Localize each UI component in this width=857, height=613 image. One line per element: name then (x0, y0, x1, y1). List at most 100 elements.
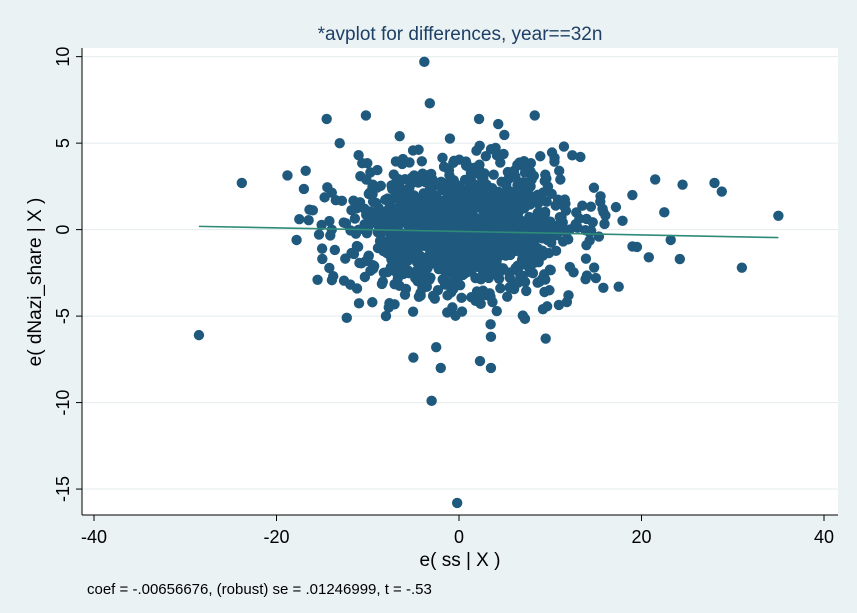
data-point (322, 182, 333, 193)
data-point (394, 131, 405, 142)
data-point (444, 133, 456, 144)
data-point (643, 252, 654, 263)
data-point (456, 253, 467, 265)
data-point (466, 291, 477, 303)
data-point (324, 262, 335, 274)
data-point (588, 182, 600, 193)
data-point (535, 151, 546, 162)
data-point (528, 170, 540, 182)
data-point (541, 173, 552, 184)
data-point (291, 234, 302, 246)
data-point (460, 203, 471, 214)
data-point (471, 145, 482, 156)
data-point (363, 251, 374, 263)
data-point (631, 241, 643, 253)
data-point (460, 244, 471, 255)
data-point (423, 169, 434, 181)
axes: -15 -10 -5 0 5 10 -40 -20 0 20 40 (53, 47, 838, 547)
data-point (388, 210, 399, 221)
data-point (521, 242, 533, 253)
data-point (540, 333, 551, 344)
data-point (350, 228, 362, 239)
data-point (376, 278, 388, 290)
x-tick-label: -20 (263, 527, 289, 547)
data-point (490, 203, 501, 214)
data-point (406, 174, 417, 185)
data-point (298, 183, 310, 195)
data-point (426, 395, 437, 407)
data-point (473, 231, 484, 242)
data-point (417, 282, 428, 294)
data-point (581, 239, 592, 251)
x-tick-label: 0 (454, 527, 464, 547)
data-point (448, 283, 459, 295)
data-point (419, 56, 430, 68)
data-point (585, 201, 597, 212)
data-point (451, 497, 463, 509)
data-point (716, 186, 727, 197)
data-point (236, 177, 248, 189)
data-point (488, 169, 499, 180)
data-point (407, 145, 419, 156)
data-point (372, 164, 383, 176)
data-point (490, 142, 501, 154)
data-point (501, 291, 513, 302)
data-point (542, 226, 554, 238)
data-point (494, 241, 506, 253)
data-point (520, 177, 532, 189)
data-point (491, 305, 502, 317)
data-point (479, 168, 490, 179)
x-tick-label: 20 (631, 527, 651, 547)
data-point (610, 201, 622, 213)
data-point (517, 253, 528, 265)
data-point (452, 195, 463, 206)
chart-title: *avplot for differences, year==32n (318, 24, 603, 45)
data-point (773, 210, 784, 221)
data-point (475, 255, 486, 266)
data-point (424, 274, 435, 285)
data-point (193, 329, 205, 341)
data-point (303, 215, 314, 226)
data-point (499, 129, 510, 141)
data-point (388, 169, 399, 180)
data-point (480, 190, 492, 202)
data-point (736, 262, 748, 273)
data-point (554, 196, 565, 207)
data-point (519, 313, 531, 325)
y-tick-label: -15 (53, 476, 73, 502)
data-point (409, 245, 420, 256)
data-point (423, 236, 435, 247)
data-point (537, 303, 549, 315)
data-point (444, 261, 455, 272)
data-point (351, 203, 362, 214)
data-point (495, 157, 506, 168)
data-point (355, 171, 366, 182)
data-point (330, 195, 342, 206)
data-point (399, 203, 411, 214)
data-point (513, 187, 524, 198)
data-point (549, 152, 560, 164)
data-point (334, 137, 345, 149)
data-point (426, 194, 438, 206)
data-point (454, 154, 465, 165)
data-point (313, 229, 325, 240)
data-point (587, 217, 598, 228)
y-tick-label: -5 (53, 308, 73, 324)
data-point (599, 218, 610, 230)
data-point (294, 214, 305, 225)
data-point (677, 179, 688, 190)
data-point (360, 110, 372, 121)
data-point (374, 205, 386, 216)
data-point (346, 247, 357, 259)
data-point (394, 193, 405, 205)
data-point (564, 261, 576, 273)
data-point (597, 203, 608, 215)
data-point (359, 203, 370, 214)
data-point (380, 310, 392, 322)
data-point (407, 306, 419, 317)
data-point (567, 150, 578, 161)
data-point (382, 195, 393, 206)
data-point (523, 199, 534, 210)
data-point (408, 352, 419, 363)
